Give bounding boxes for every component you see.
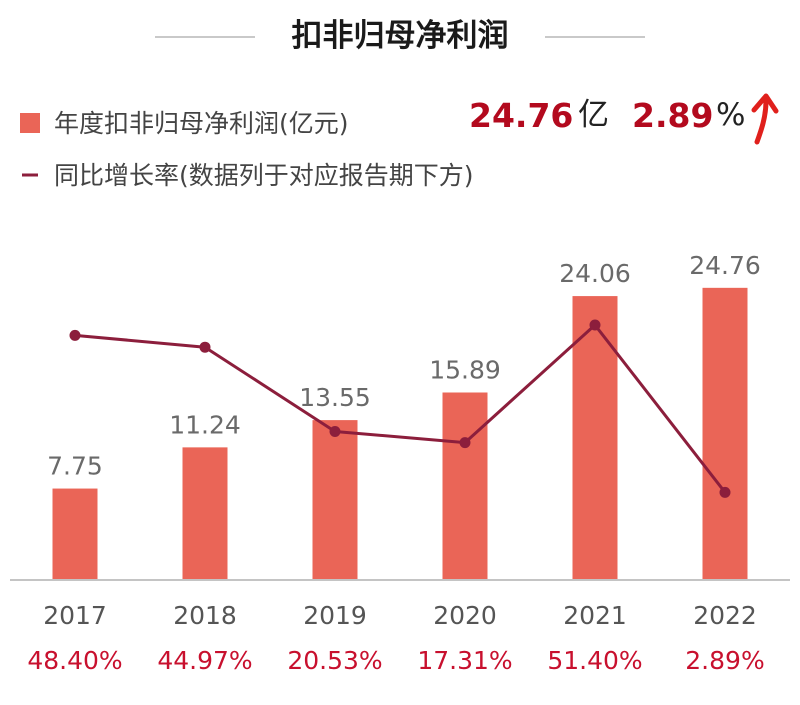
legend-bar-label: 年度扣非归母净利润(亿元) [54,109,349,138]
rate-label-2018: 44.97% [157,646,252,675]
line-series [69,319,731,498]
bar-value-label-2017: 7.75 [47,452,103,481]
x-tick-label-2020: 2020 [433,601,497,630]
bar-value-label-2018: 11.24 [169,410,241,439]
x-tick-label-2018: 2018 [173,601,237,630]
legend-bar-swatch [20,113,40,133]
kpi-unit: 亿 [578,97,609,133]
x-tick-label-2021: 2021 [563,601,627,630]
rate-point-2020 [459,437,471,449]
chart-title: 扣非归母净利润 [292,18,509,54]
bar-2019 [312,420,358,580]
x-tick-label-2019: 2019 [303,601,367,630]
rate-label-2022: 2.89% [685,646,764,675]
up-arrow-icon [751,93,779,145]
bar-value-label-2021: 24.06 [559,259,631,288]
bar-2022 [702,287,748,580]
rate-label-2020: 17.31% [417,646,512,675]
rate-label-2019: 20.53% [287,646,382,675]
rate-label-2017: 48.40% [27,646,122,675]
bar-value-label-2020: 15.89 [429,355,501,384]
rate-point-2019 [329,425,341,437]
data-labels: 7.75 2017 48.40% 11.24 2018 44.97% 13.55 2019 20… [27,251,764,675]
rate-point-2021 [589,319,601,331]
kpi-value: 24.76 [469,96,573,135]
x-tick-label-2022: 2022 [693,601,757,630]
bar-value-label-2022: 24.76 [689,251,761,280]
kpi-rate: 2.89 [632,96,713,135]
kpi-rate-unit: % [716,97,745,133]
rate-point-2018 [199,341,211,353]
x-tick-label-2017: 2017 [43,601,107,630]
rate-label-2021: 51.40% [547,646,642,675]
bar-value-label-2019: 13.55 [299,383,371,412]
bar-series [52,287,748,580]
bar-2020 [442,392,488,580]
legend-line-label: 同比增长率(数据列于对应报告期下方) [54,161,474,190]
rate-point-2017 [69,329,81,341]
bar-2018 [182,447,228,580]
growth-rate-line [74,323,727,494]
rate-point-2022 [719,486,731,498]
bar-2017 [52,488,98,580]
